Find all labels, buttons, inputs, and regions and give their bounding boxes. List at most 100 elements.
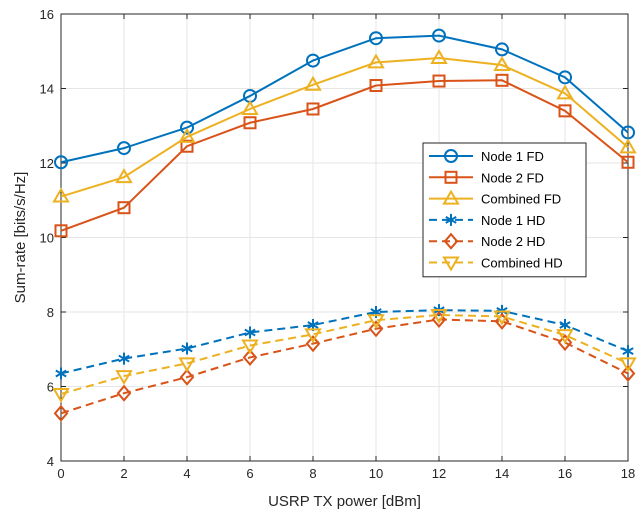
x-tick-label: 4 (183, 466, 190, 481)
y-tick-label: 10 (40, 231, 54, 246)
x-tick-label: 2 (120, 466, 127, 481)
data-point (53, 404, 69, 422)
x-tick-label: 10 (369, 466, 383, 481)
x-tick-label: 8 (309, 466, 316, 481)
series-line (60, 313, 629, 395)
legend-marker (442, 189, 460, 205)
data-point (118, 352, 130, 365)
legend-label: Node 1 HD (481, 213, 545, 228)
data-point (432, 28, 446, 43)
data-point (115, 168, 133, 184)
data-point (558, 70, 572, 85)
x-tick-label: 16 (558, 466, 572, 481)
series-line (60, 34, 629, 164)
data-point (115, 370, 133, 386)
data-point (369, 31, 383, 46)
data-point (242, 348, 258, 366)
data-point (556, 84, 574, 100)
series-line (60, 318, 629, 415)
data-point (244, 326, 256, 339)
data-point (52, 187, 70, 203)
data-point (556, 329, 574, 345)
legend-marker (443, 232, 459, 250)
legend-marker (444, 170, 458, 184)
data-point (55, 367, 67, 380)
data-point (178, 127, 196, 143)
x-tick-label: 18 (621, 466, 635, 481)
data-point (558, 104, 572, 118)
x-tick-label: 6 (246, 466, 253, 481)
y-tick-label: 8 (47, 305, 54, 320)
data-point (495, 73, 509, 87)
data-point (431, 310, 447, 328)
data-point (557, 334, 573, 352)
data-point (622, 345, 634, 358)
legend: Node 1 FD Node 2 FD Combined FD Node 1 HD No… (422, 142, 587, 278)
data-point (306, 53, 320, 68)
data-point (493, 310, 511, 326)
data-point (368, 320, 384, 338)
data-point (305, 335, 321, 353)
series-line (60, 309, 629, 375)
series-2 (54, 73, 635, 238)
legend-marker (444, 149, 458, 163)
legend-label: Node 2 HD (481, 234, 545, 249)
data-point (559, 319, 571, 332)
legend-box (422, 142, 587, 278)
y-tick-label: 16 (40, 7, 54, 22)
legend-marker (442, 256, 460, 272)
data-point (369, 79, 383, 93)
series-3 (52, 48, 637, 203)
data-point (304, 75, 322, 91)
y-tick-label: 6 (47, 380, 54, 395)
data-point (241, 100, 259, 115)
legend-marker (445, 213, 457, 226)
data-point (181, 342, 193, 355)
data-point (432, 74, 446, 88)
data-point (243, 116, 257, 130)
data-point (117, 201, 131, 215)
y-tick-label: 14 (40, 82, 54, 97)
data-point (54, 155, 68, 170)
data-point (430, 308, 448, 324)
data-point (180, 120, 194, 135)
data-point (430, 48, 448, 64)
data-point (620, 364, 636, 382)
legend-label: Node 1 FD (481, 149, 544, 164)
data-point (619, 138, 637, 154)
data-point (306, 102, 320, 116)
x-tick-label: 0 (57, 466, 64, 481)
data-point (241, 339, 259, 355)
data-point (179, 368, 195, 386)
data-point (367, 314, 385, 330)
data-point (117, 141, 131, 156)
series-4 (55, 304, 634, 380)
x-tick-label: 12 (432, 466, 446, 481)
x-tick-label: 14 (495, 466, 509, 481)
series-line (60, 79, 629, 232)
series-layer (52, 28, 637, 422)
series-6 (52, 308, 637, 403)
y-tick-label: 4 (47, 454, 54, 469)
legend-label: Combined FD (481, 192, 561, 207)
data-point (180, 139, 194, 153)
legend-label: Node 2 FD (481, 170, 544, 185)
data-point (52, 387, 70, 403)
axis-ticks: 0 2 4 6 8 10 12 14 16 18 4 6 8 10 12 14 16 (40, 7, 636, 481)
y-axis-label: Sum-rate [bits/s/Hz] (12, 172, 29, 304)
x-axis-label: USRP TX power [dBm] (268, 493, 421, 510)
data-point (367, 53, 385, 69)
y-tick-label: 12 (40, 156, 54, 171)
data-point (494, 312, 510, 330)
data-point (116, 384, 132, 402)
data-point (178, 357, 196, 373)
series-5 (53, 310, 636, 422)
data-point (54, 224, 68, 238)
data-point (621, 155, 635, 169)
legend-label: Combined HD (481, 256, 563, 271)
series-line (60, 56, 629, 198)
data-point (495, 42, 509, 57)
data-point (619, 357, 637, 373)
data-point (493, 56, 511, 72)
